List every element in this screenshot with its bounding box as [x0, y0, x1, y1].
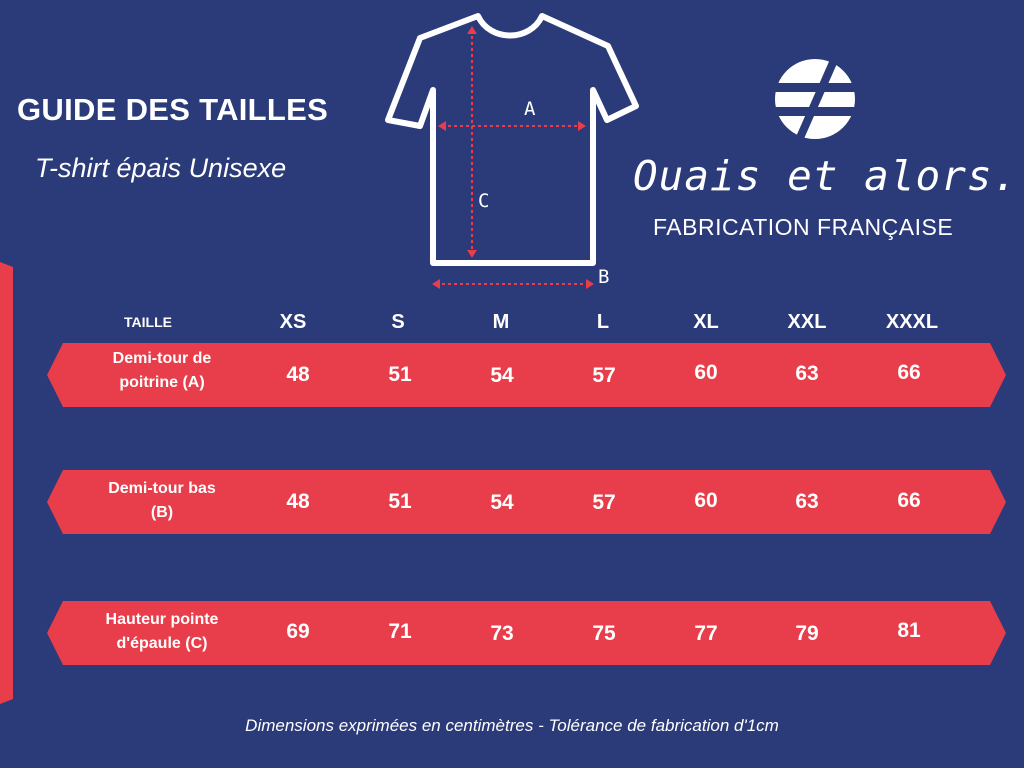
- table-cell: 54: [490, 491, 514, 514]
- measure-c-arrow-bottom: [467, 250, 477, 258]
- table-cell: 57: [592, 364, 616, 387]
- table-cell: 75: [592, 622, 616, 645]
- size-header-xxxl: XXXL: [885, 311, 939, 333]
- size-header-xl: XL: [693, 311, 719, 333]
- table-cell: 60: [694, 489, 718, 512]
- table-cell: 81: [897, 619, 921, 642]
- table-cell: 71: [388, 620, 412, 643]
- row-label-line2: d'épaule (C): [116, 635, 208, 652]
- table-cell: 63: [795, 490, 819, 513]
- table-cell: 54: [490, 364, 514, 387]
- table-cell: 77: [694, 622, 718, 645]
- table-cell: 51: [388, 363, 412, 386]
- row-label-chest: Demi-tour de poitrine (A): [67, 347, 257, 395]
- row-label-line2: poitrine (A): [119, 374, 205, 391]
- table-cell: 66: [897, 361, 921, 384]
- row-label-line1: Demi-tour de: [112, 350, 212, 367]
- table-row-bottom: [47, 470, 1006, 534]
- size-header-l: L: [596, 311, 610, 333]
- table-cell: 69: [286, 620, 310, 643]
- row-label-line2: (B): [150, 504, 174, 521]
- measure-b-arrow-left: [432, 279, 440, 289]
- table-cell: 48: [286, 363, 310, 386]
- measure-a-arrow-right: [578, 121, 586, 131]
- row-label-line1: Hauteur pointe: [105, 611, 219, 628]
- left-accent-bar: [0, 262, 13, 704]
- row-label-height: Hauteur pointe d'épaule (C): [67, 608, 257, 656]
- footer-note: Dimensions exprimées en centimètres - To…: [245, 716, 779, 735]
- tshirt-outline: [385, 13, 639, 266]
- measure-b-label: B: [598, 266, 610, 288]
- size-header-xs: XS: [279, 311, 307, 333]
- size-header-m: M: [492, 311, 510, 333]
- page-subtitle: T-shirt épais Unisexe: [35, 153, 287, 183]
- size-header-s: S: [391, 311, 405, 333]
- measure-c-label: C: [478, 190, 490, 212]
- size-header-xxl: XXL: [787, 311, 827, 333]
- table-cell: 66: [897, 489, 921, 512]
- table-cell: 57: [592, 491, 616, 514]
- brand-logo-icon: [773, 57, 857, 141]
- table-cell: 73: [490, 622, 514, 645]
- measure-c-arrow-top: [467, 26, 477, 34]
- size-column-header: TAILLE: [124, 314, 172, 330]
- table-row-height: [47, 601, 1006, 665]
- table-row-chest: [47, 343, 1006, 407]
- table-cell: 51: [388, 490, 412, 513]
- brand-tagline: FABRICATION FRANÇAISE: [653, 214, 954, 240]
- measure-a-arrow-left: [438, 121, 446, 131]
- measure-a-label: A: [524, 98, 536, 120]
- measure-b-arrow-right: [586, 279, 594, 289]
- row-label-bottom: Demi-tour bas (B): [67, 477, 257, 525]
- table-cell: 60: [694, 361, 718, 384]
- page-title: GUIDE DES TAILLES: [17, 92, 329, 127]
- brand-name: Ouais et alors.: [633, 152, 1019, 200]
- table-cell: 79: [795, 622, 819, 645]
- row-label-line1: Demi-tour bas: [108, 480, 216, 497]
- tshirt-diagram: [385, 13, 639, 289]
- table-cell: 63: [795, 362, 819, 385]
- table-cell: 48: [286, 490, 310, 513]
